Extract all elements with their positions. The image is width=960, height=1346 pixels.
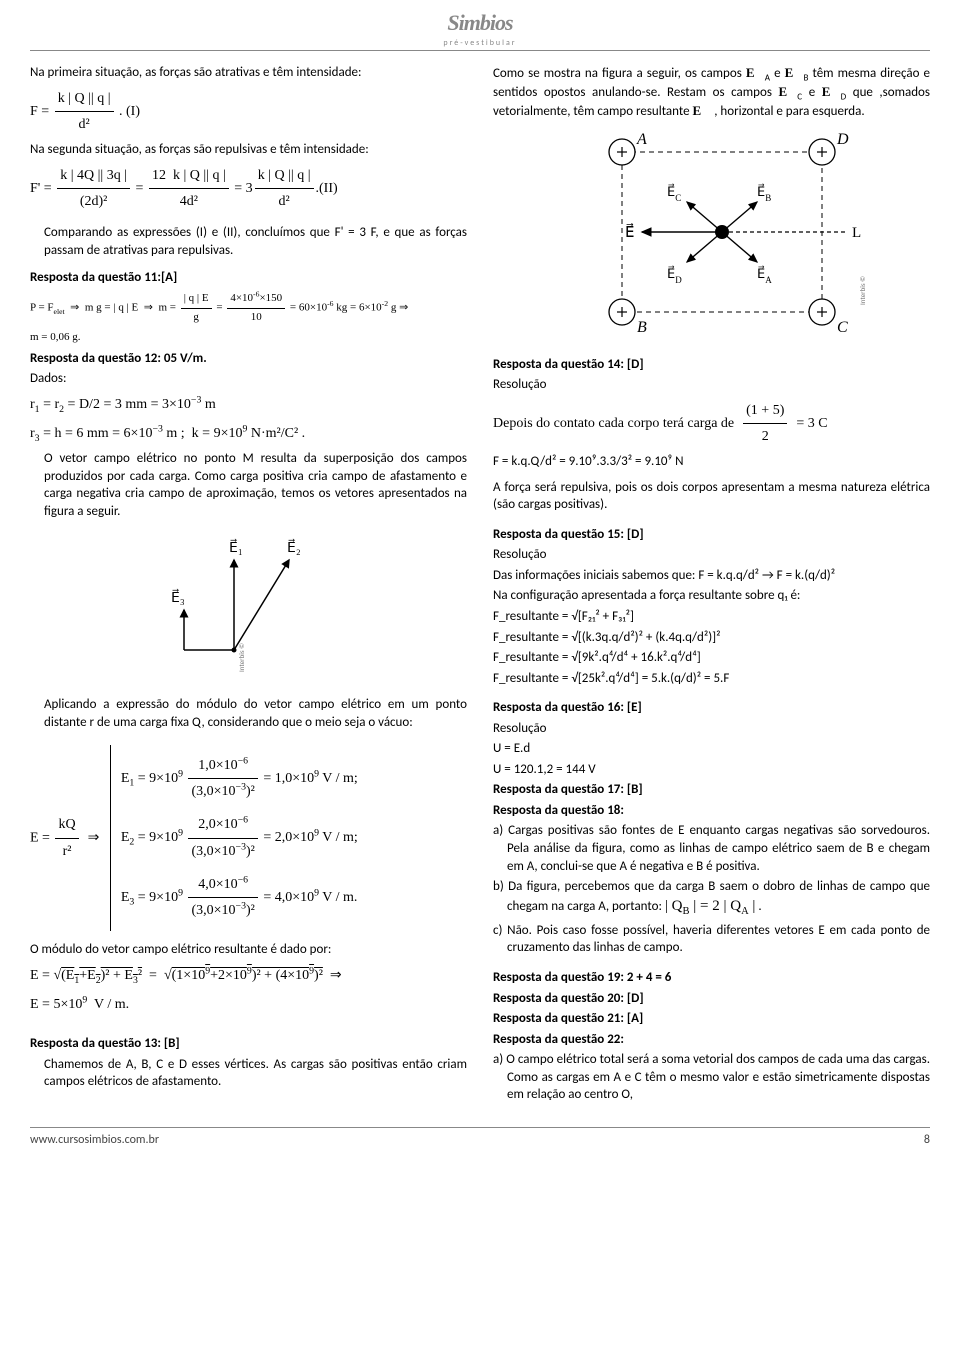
text-line: Comparando as expressões (I) e (II), con… bbox=[30, 224, 467, 259]
formula-E-block: E = kQr² ⇒ E1 = 9×109 1,0×10−6(3,0×10−3)… bbox=[30, 745, 467, 931]
formula-line: F_resultante = √[25k².q⁴/d⁴] = 5.k.(q/d)… bbox=[493, 670, 930, 688]
svg-text:D: D bbox=[836, 131, 849, 148]
svg-text:B: B bbox=[637, 319, 647, 336]
formula-line: E = √(E1+E2)² + E3² = √(1×109+2×109)² + … bbox=[30, 963, 467, 988]
svg-text:C: C bbox=[837, 319, 848, 336]
text-inline: = 3 C bbox=[796, 416, 827, 431]
formula-line: U = 120.1,2 = 144 V bbox=[493, 761, 930, 779]
svg-text:E⃗₂: E⃗₂ bbox=[287, 539, 301, 557]
formula-q11: P = Felet ⇒ m g = | q | E ⇒ m = | q | Eg… bbox=[30, 290, 467, 326]
answer-heading: Resposta da questão 17: [B] bbox=[493, 781, 930, 799]
text-line: Na primeira situação, as forças são atra… bbox=[30, 64, 467, 82]
answer-heading: Resposta da questão 14: [D] bbox=[493, 356, 930, 374]
svg-text:E⃗C: E⃗C bbox=[667, 184, 681, 203]
formula-line: r1 = r2 = D/2 = 3 mm = 3×10−3 m bbox=[30, 392, 467, 417]
footer-page: 8 bbox=[924, 1132, 930, 1148]
answer-heading: Resposta da questão 22: bbox=[493, 1031, 930, 1049]
svg-text:E⃗D: E⃗D bbox=[667, 266, 682, 285]
diagram-square-charges: A D B C E⃗C E⃗B E⃗D E⃗A E⃗ bbox=[493, 130, 930, 346]
formula-line: F = k.q.Q/d² = 9.10⁹.3.3/3² = 9.10⁹ N bbox=[493, 453, 930, 471]
formula-F: F = k | Q || q |d² . (I) bbox=[30, 86, 467, 137]
svg-text:L: L bbox=[852, 225, 861, 241]
paragraph: Como se mostra na figura a seguir, os ca… bbox=[493, 64, 930, 120]
svg-text:A: A bbox=[636, 131, 647, 148]
formula-line: F_resultante = √[F₂₁² + F₃₁²] bbox=[493, 608, 930, 626]
svg-text:E⃗₃: E⃗₃ bbox=[171, 589, 185, 607]
paragraph: a) Cargas positivas são fontes de E enqu… bbox=[493, 822, 930, 875]
svg-text:E⃗A: E⃗A bbox=[757, 266, 772, 285]
text-line: Resolução bbox=[493, 720, 930, 738]
footer-url: www.cursosimbios.com.br bbox=[30, 1132, 159, 1148]
diagram-vectors-E: E⃗₁ E⃗₂ E⃗₃ Interbis © bbox=[30, 530, 467, 686]
formula-Fprime: F' = k | 4Q || 3q |(2d)² = 12 k | Q || q… bbox=[30, 163, 467, 214]
page-footer: www.cursosimbios.com.br 8 bbox=[30, 1127, 930, 1148]
paragraph: O módulo do vetor campo elétrico resulta… bbox=[30, 941, 467, 959]
content-columns: Na primeira situação, as forças são atra… bbox=[30, 61, 930, 1106]
paragraph: Chamemos de A, B, C e D esses vértices. … bbox=[30, 1056, 467, 1091]
svg-text:E⃗₁: E⃗₁ bbox=[229, 539, 243, 557]
logo-subtitle: pré-vestibular bbox=[30, 38, 930, 49]
svg-text:Interbis ©: Interbis © bbox=[858, 276, 867, 305]
paragraph: O vetor campo elétrico no ponto M result… bbox=[30, 450, 467, 520]
paragraph: a) O campo elétrico total será a soma ve… bbox=[493, 1051, 930, 1104]
formula-line: F_resultante = √[(k.3q.q/d²)² + (k.4q.q/… bbox=[493, 629, 930, 647]
logo-text: Simbios bbox=[30, 8, 930, 38]
answer-heading: Resposta da questão 11:[A] bbox=[30, 269, 467, 287]
answer-heading: Resposta da questão 19: 2 + 4 = 6 bbox=[493, 969, 930, 987]
answer-heading: Resposta da questão 20: [D] bbox=[493, 990, 930, 1008]
text-line: Na segunda situação, as forças são repul… bbox=[30, 141, 467, 159]
svg-text:E⃗: E⃗ bbox=[625, 222, 634, 241]
answer-heading: Resposta da questão 16: [E] bbox=[493, 699, 930, 717]
paragraph: A força será repulsiva, pois os dois cor… bbox=[493, 479, 930, 514]
formula-line: r3 = h = 6 mm = 6×10−3 m ; k = 9×109 N·m… bbox=[30, 421, 467, 446]
paragraph: c) Não. Pois caso fosse possível, haveri… bbox=[493, 922, 930, 957]
formula-line: E = 5×109 V / m. bbox=[30, 992, 467, 1017]
answer-heading: Resposta da questão 13: [B] bbox=[30, 1035, 467, 1053]
answer-heading: Resposta da questão 15: [D] bbox=[493, 526, 930, 544]
svg-text:E⃗B: E⃗B bbox=[757, 184, 771, 203]
formula-line: m = 0,06 g. bbox=[30, 329, 467, 347]
paragraph: Aplicando a expressão do módulo do vetor… bbox=[30, 696, 467, 731]
page-header: Simbios pré-vestibular bbox=[30, 8, 930, 51]
text-line: Na configuração apresentada a força resu… bbox=[493, 587, 930, 605]
left-column: Na primeira situação, as forças são atra… bbox=[30, 61, 467, 1106]
text-line: Resolução bbox=[493, 376, 930, 394]
answer-heading: Resposta da questão 21: [A] bbox=[493, 1010, 930, 1028]
answer-heading: Resposta da questão 12: 05 V/m. bbox=[30, 350, 467, 368]
formula-line: U = E.d bbox=[493, 740, 930, 758]
text-line: Dados: bbox=[30, 370, 467, 388]
answer-heading: Resposta da questão 18: bbox=[493, 802, 930, 820]
paragraph: b) Da figura, percebemos que da carga B … bbox=[493, 878, 930, 916]
svg-text:Interbis ©: Interbis © bbox=[237, 643, 246, 672]
formula-line: Depois do contato cada corpo terá carga … bbox=[493, 398, 930, 449]
right-column: Como se mostra na figura a seguir, os ca… bbox=[493, 61, 930, 1106]
text-inline: Depois do contato cada corpo terá carga … bbox=[493, 416, 734, 431]
formula-line: F_resultante = √[9k².q⁴/d⁴ + 16.k².q⁴/d⁴… bbox=[493, 649, 930, 667]
text-line: Resolução bbox=[493, 546, 930, 564]
formula-line: Das informações iniciais sabemos que: F … bbox=[493, 567, 930, 585]
